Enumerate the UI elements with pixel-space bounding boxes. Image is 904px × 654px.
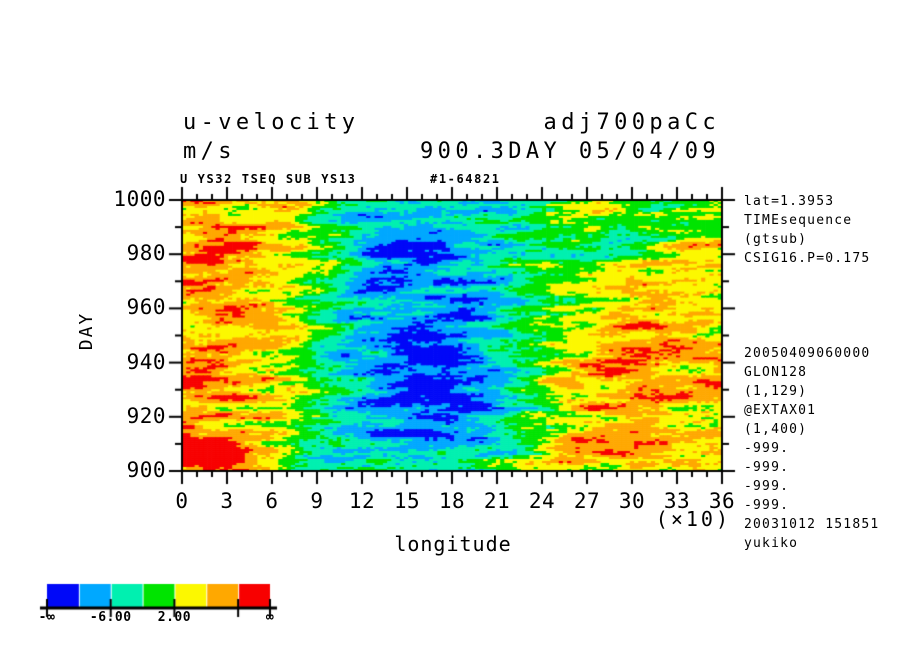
annotation-line: 20050409060000 <box>744 346 871 361</box>
stamp-dataset: U YS32 TSEQ SUB YS13 <box>180 172 357 186</box>
x-tick-label: 24 <box>528 489 556 513</box>
x-tick-label: 15 <box>393 489 421 513</box>
right-annotation-block-grid: 20050409060000 GLON128 (1,129) @EXTAX01 (1,4… <box>744 344 879 553</box>
colorbar-label: ∞ <box>265 610 275 625</box>
annotation-line: lat=1.3953 <box>744 194 835 209</box>
stamp-record-number: #1-64821 <box>430 172 501 186</box>
annotation-line: GLON128 <box>744 365 808 380</box>
x-tick-label: 0 <box>175 489 189 513</box>
right-annotation-block-meta: lat=1.3953 TIMEsequence (gtsub) CSIG16.P=0.… <box>744 192 870 268</box>
x-axis-title: longitude <box>394 532 512 556</box>
y-axis-tick-labels: 1000 980 960 940 920 900 <box>0 0 166 654</box>
x-tick-label: 21 <box>483 489 511 513</box>
title-experiment: adj700paCc <box>543 110 720 135</box>
annotation-line: (gtsub) <box>744 232 808 247</box>
y-tick-label: 920 <box>126 403 166 428</box>
x-tick-label: 27 <box>573 489 601 513</box>
x-tick-label: 30 <box>618 489 646 513</box>
colorbar-label: -6.00 <box>89 610 132 625</box>
x-axis-tick-labels: 0 3 6 9 12 15 18 21 24 27 30 33 36 <box>0 489 904 513</box>
x-tick-label: 9 <box>310 489 324 513</box>
annotation-line: (1,400) <box>744 422 808 437</box>
annotation-line: CSIG16.P=0.175 <box>744 251 871 266</box>
y-tick-label: 960 <box>126 295 166 320</box>
annotation-line: -999. <box>744 498 790 513</box>
y-tick-label: 940 <box>126 349 166 374</box>
annotation-line: -999. <box>744 479 790 494</box>
annotation-line: -999. <box>744 460 790 475</box>
colorbar-labels: -∞ -6.00 2.00 ∞ <box>0 610 904 630</box>
y-tick-label: 980 <box>126 241 166 266</box>
annotation-line: (1,129) <box>744 384 808 399</box>
x-tick-label: 36 <box>708 489 736 513</box>
colorbar-label: -∞ <box>38 610 56 625</box>
x-tick-label: 18 <box>438 489 466 513</box>
title-date: 900.3DAY 05/04/09 <box>420 139 720 164</box>
y-tick-label: 900 <box>126 458 166 483</box>
x-tick-label: 3 <box>220 489 234 513</box>
x-axis-unit-note: (×10) <box>655 507 731 531</box>
x-tick-label: 12 <box>348 489 376 513</box>
y-tick-label: 1000 <box>113 187 166 212</box>
title-units: m/s <box>183 139 236 164</box>
annotation-line: 20031012 151851 <box>744 517 880 532</box>
x-tick-label: 6 <box>265 489 279 513</box>
annotation-line: @EXTAX01 <box>744 403 817 418</box>
colorbar-label: 2.00 <box>157 610 192 625</box>
y-axis-title: DAY <box>76 311 97 351</box>
title-variable: u-velocity <box>183 110 360 135</box>
annotation-line: yukiko <box>744 536 799 551</box>
x-tick-label: 33 <box>663 489 691 513</box>
annotation-line: TIMEsequence <box>744 213 853 228</box>
annotation-line: -999. <box>744 441 790 456</box>
